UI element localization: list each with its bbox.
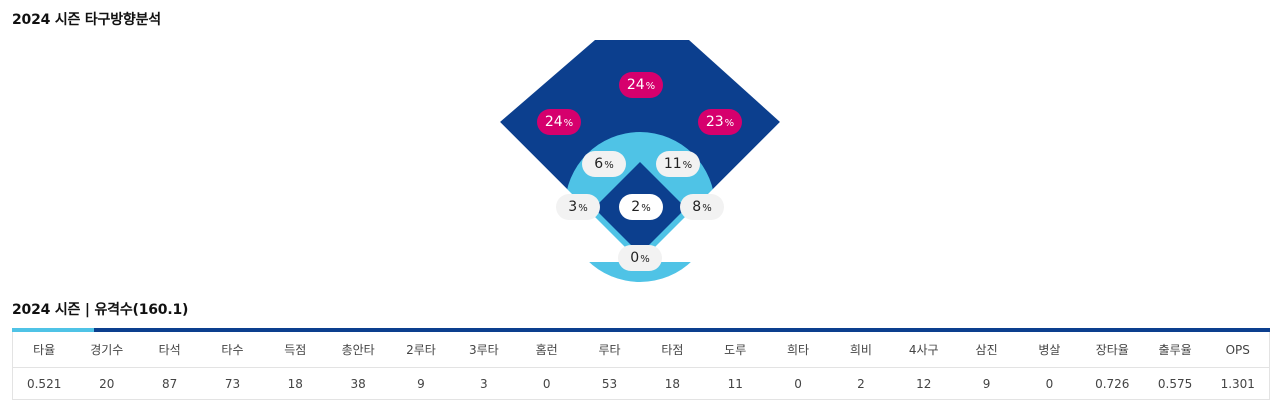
header-cell: 타점 [640,332,704,368]
value-cell: 0.575 [1143,367,1207,400]
zone-unit: % [578,203,588,214]
value-cell: 20 [75,367,139,400]
zone-unit: % [604,160,614,171]
stats-tab-bar [12,328,1270,332]
header-cell: 득점 [263,332,327,368]
stats-header-row: 타율 경기수 타석 타수 득점 총안타 2루타 3루타 홈런 루타 타점 도루 … [12,332,1270,368]
header-cell: 삼진 [955,332,1018,368]
value-cell: 9 [955,367,1018,400]
header-cell: 경기수 [75,332,139,368]
header-cell: 총안타 [326,332,390,368]
header-cell: 루타 [578,332,641,368]
season-stats-title: 2024 시즌 | 유격수(160.1) [12,302,189,318]
zone-first-base-line: 8% [680,194,724,220]
value-cell: 87 [138,367,202,400]
header-cell: 병살 [1018,332,1081,368]
zone-value: 23 [705,114,724,130]
zone-value: 24 [626,77,645,93]
header-cell: 2루타 [389,332,453,368]
value-cell: 3 [452,367,516,400]
header-cell: 희비 [829,332,893,368]
header-cell: 타석 [138,332,202,368]
zone-unit: % [640,254,650,265]
zone-value: 0 [630,250,640,266]
zone-third-base-line: 3% [556,194,600,220]
zone-outfield-center: 24% [619,72,663,98]
season-stats-table: 타율 경기수 타석 타수 득점 총안타 2루타 3루타 홈런 루타 타점 도루 … [12,332,1270,400]
header-cell: OPS [1206,332,1270,368]
zone-infield-left-center: 6% [582,151,626,177]
zone-outfield-right: 23% [698,109,742,135]
header-cell: 3루타 [452,332,516,368]
zone-unit: % [724,118,735,129]
zone-value: 8 [692,199,702,215]
zone-unit: % [563,118,574,129]
header-cell: 도루 [703,332,767,368]
zone-unit: % [682,160,693,171]
header-cell: 장타율 [1080,332,1144,368]
infield-lines-mask-right [640,122,780,262]
header-cell: 희타 [766,332,830,368]
stats-tab-active-indicator[interactable] [12,328,94,332]
zone-unit: % [645,81,656,92]
value-cell: 38 [326,367,390,400]
zone-pitcher: 2% [619,194,663,220]
zone-outfield-left: 24% [537,109,581,135]
value-cell: 18 [640,367,704,400]
value-cell: 18 [263,367,327,400]
value-cell: 0 [515,367,579,400]
zone-value: 11 [663,156,682,172]
direction-analysis-title: 2024 시즌 타구방향분석 [12,12,161,28]
header-cell: 타수 [201,332,264,368]
zone-unit: % [702,203,712,214]
value-cell: 2 [829,367,893,400]
infield-lines-mask-left [500,122,640,262]
header-cell: 출루율 [1143,332,1207,368]
zone-value: 2 [631,199,641,215]
value-cell: 11 [703,367,767,400]
value-cell: 53 [578,367,641,400]
value-cell: 0 [766,367,830,400]
zone-infield-right-center: 11% [656,151,700,177]
value-cell: 1.301 [1206,367,1270,400]
zone-catcher: 0% [618,245,662,271]
zone-unit: % [641,203,651,214]
zone-value: 3 [568,199,578,215]
stats-value-row: 0.521 20 87 73 18 38 9 3 0 53 18 11 0 2 … [12,367,1270,400]
value-cell: 0 [1018,367,1081,400]
value-cell: 0.521 [12,367,76,400]
value-cell: 0.726 [1080,367,1144,400]
value-cell: 12 [892,367,956,400]
header-cell: 4사구 [892,332,956,368]
header-cell: 타율 [12,332,76,368]
zone-value: 6 [594,156,604,172]
value-cell: 9 [389,367,453,400]
header-cell: 홈런 [515,332,579,368]
zone-value: 24 [544,114,563,130]
value-cell: 73 [201,367,264,400]
